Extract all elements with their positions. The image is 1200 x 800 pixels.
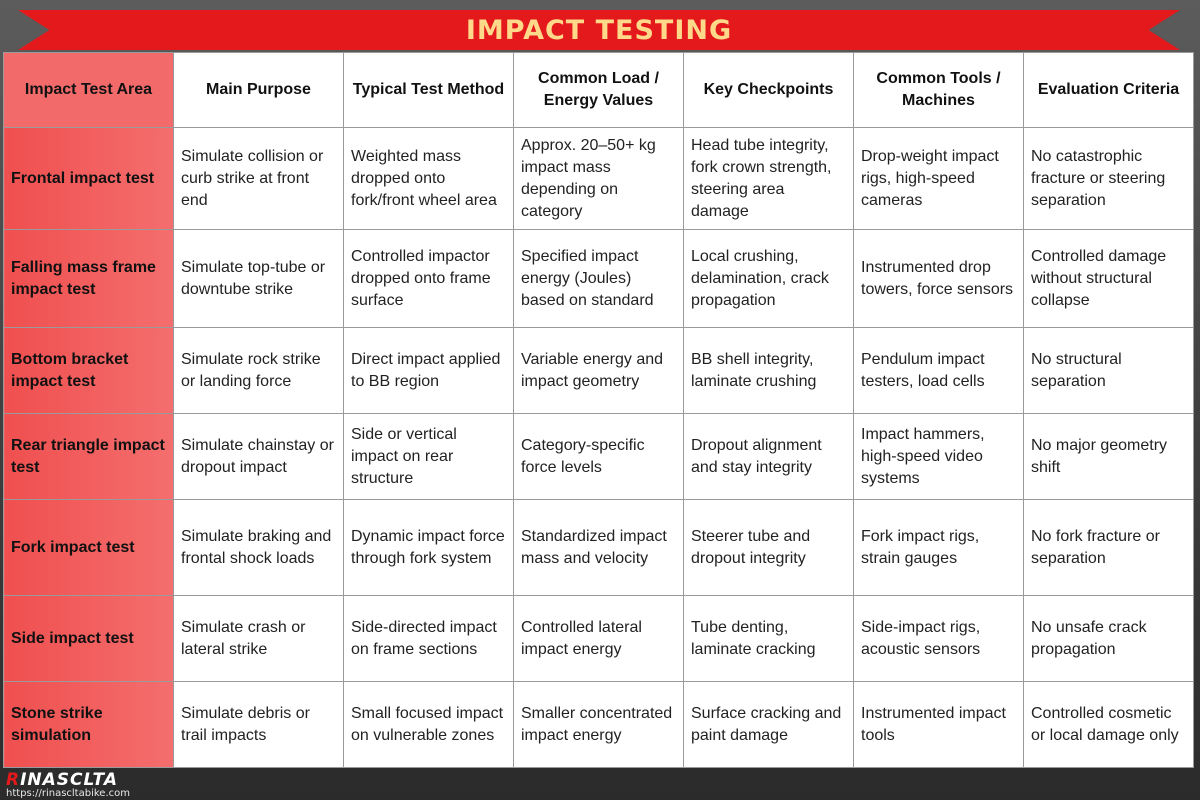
column-header-main-purpose: Main Purpose xyxy=(173,52,344,128)
table-cell: Controlled damage without structural col… xyxy=(1023,229,1194,329)
logo-initial: R xyxy=(6,770,21,790)
table-cell: Impact hammers, high-speed video systems xyxy=(853,413,1024,501)
table-cell: Dropout alignment and stay integrity xyxy=(683,413,854,501)
table-cell: Drop-weight impact rigs, high-speed came… xyxy=(853,126,1024,231)
table-cell: Pendulum impact testers, load cells xyxy=(853,327,1024,415)
table-cell: Head tube integrity, fork crown strength… xyxy=(683,126,854,231)
row-header-cell: Side impact test xyxy=(3,595,174,683)
impact-testing-table: Impact Test Area Main Purpose Typical Te… xyxy=(3,52,1194,768)
column-header-load-energy-values: Common Load / Energy Values xyxy=(513,52,684,128)
table-cell: No fork fracture or separation xyxy=(1023,499,1194,597)
table-cell: Tube denting, laminate cracking xyxy=(683,595,854,683)
table-row: Stone strike simulation Simulate debris … xyxy=(3,681,1194,768)
row-header-cell: Rear triangle impact test xyxy=(3,413,174,501)
footer xyxy=(0,768,1200,800)
table-cell: BB shell integrity, laminate crushing xyxy=(683,327,854,415)
row-header-cell: Stone strike simulation xyxy=(3,681,174,768)
column-header-key-checkpoints: Key Checkpoints xyxy=(683,52,854,128)
table-cell: No structural separation xyxy=(1023,327,1194,415)
table-cell: Simulate crash or lateral strike xyxy=(173,595,344,683)
table-cell: Category-specific force levels xyxy=(513,413,684,501)
table-row: Fork impact test Simulate braking and fr… xyxy=(3,499,1194,597)
table-cell: Instrumented drop towers, force sensors xyxy=(853,229,1024,329)
table-cell: Smaller concentrated impact energy xyxy=(513,681,684,768)
impact-testing-table-container: Impact Test Area Main Purpose Typical Te… xyxy=(3,52,1194,768)
column-header-impact-test-area: Impact Test Area xyxy=(3,52,174,128)
title-banner: IMPACT TESTING xyxy=(18,10,1180,50)
table-cell: Simulate rock strike or landing force xyxy=(173,327,344,415)
table-cell: Controlled lateral impact energy xyxy=(513,595,684,683)
table-cell: Simulate braking and frontal shock loads xyxy=(173,499,344,597)
row-header-cell: Falling mass frame impact test xyxy=(3,229,174,329)
table-cell: No catastrophic fracture or steering sep… xyxy=(1023,126,1194,231)
table-cell: Simulate top-tube or downtube strike xyxy=(173,229,344,329)
table-row: Rear triangle impact test Simulate chain… xyxy=(3,413,1194,501)
table-cell: Small focused impact on vulnerable zones xyxy=(343,681,514,768)
column-header-typical-test-method: Typical Test Method xyxy=(343,52,514,128)
table-cell: Instrumented impact tools xyxy=(853,681,1024,768)
table-cell: Approx. 20–50+ kg impact mass depending … xyxy=(513,126,684,231)
page-title: IMPACT TESTING xyxy=(465,14,733,46)
column-header-tools-machines: Common Tools / Machines xyxy=(853,52,1024,128)
table-row: Side impact test Simulate crash or later… xyxy=(3,595,1194,683)
table-cell: Local crushing, delamination, crack prop… xyxy=(683,229,854,329)
table-cell: Controlled impactor dropped onto frame s… xyxy=(343,229,514,329)
table-cell: Steerer tube and dropout integrity xyxy=(683,499,854,597)
table-cell: No major geometry shift xyxy=(1023,413,1194,501)
table-row: Bottom bracket impact test Simulate rock… xyxy=(3,327,1194,415)
table-cell: Dynamic impact force through fork system xyxy=(343,499,514,597)
table-cell: Simulate collision or curb strike at fro… xyxy=(173,126,344,231)
table-cell: Direct impact applied to BB region xyxy=(343,327,514,415)
header-row: Impact Test Area Main Purpose Typical Te… xyxy=(3,52,1194,128)
column-header-evaluation-criteria: Evaluation Criteria xyxy=(1023,52,1194,128)
brand-logo: RINASCLTA xyxy=(6,771,118,789)
row-header-cell: Frontal impact test xyxy=(3,126,174,231)
table-cell: No unsafe crack propagation xyxy=(1023,595,1194,683)
table-cell: Simulate debris or trail impacts xyxy=(173,681,344,768)
table-cell: Specified impact energy (Joules) based o… xyxy=(513,229,684,329)
table-cell: Simulate chainstay or dropout impact xyxy=(173,413,344,501)
table-row: Falling mass frame impact test Simulate … xyxy=(3,229,1194,329)
logo-text: INASCLTA xyxy=(20,770,118,790)
table-cell: Side or vertical impact on rear structur… xyxy=(343,413,514,501)
table-cell: Side-directed impact on frame sections xyxy=(343,595,514,683)
row-header-cell: Fork impact test xyxy=(3,499,174,597)
table-cell: Controlled cosmetic or local damage only xyxy=(1023,681,1194,768)
table-cell: Surface cracking and paint damage xyxy=(683,681,854,768)
table-cell: Fork impact rigs, strain gauges xyxy=(853,499,1024,597)
website-url[interactable]: https://rinascltabike.com xyxy=(6,788,130,799)
table-cell: Standardized impact mass and velocity xyxy=(513,499,684,597)
row-header-cell: Bottom bracket impact test xyxy=(3,327,174,415)
table-cell: Side-impact rigs, acoustic sensors xyxy=(853,595,1024,683)
table-cell: Variable energy and impact geometry xyxy=(513,327,684,415)
table-cell: Weighted mass dropped onto fork/front wh… xyxy=(343,126,514,231)
table-row: Frontal impact test Simulate collision o… xyxy=(3,126,1194,231)
